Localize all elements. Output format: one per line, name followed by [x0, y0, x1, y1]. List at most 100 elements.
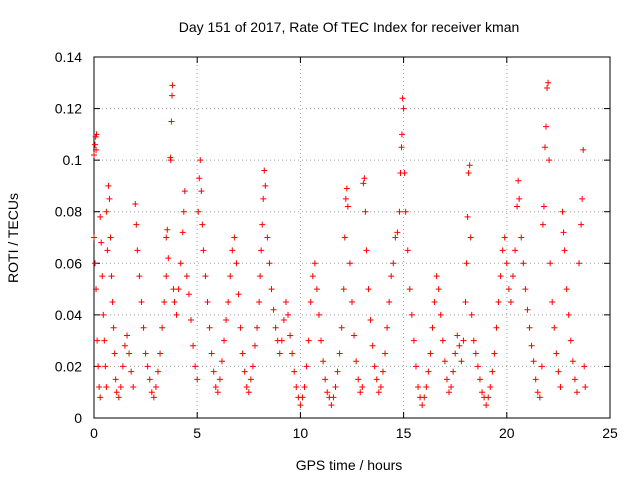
- data-point: [301, 384, 308, 391]
- data-point: [104, 247, 111, 254]
- data-point: [373, 376, 380, 383]
- data-point: [111, 350, 118, 357]
- data-point: [208, 350, 215, 357]
- data-point: [161, 298, 168, 305]
- data-point: [241, 368, 248, 375]
- data-point: [199, 221, 206, 228]
- data-point: [179, 229, 186, 236]
- data-point: [536, 394, 543, 401]
- data-point: [218, 358, 225, 365]
- data-point: [92, 260, 99, 267]
- data-point: [157, 350, 164, 357]
- data-point: [338, 324, 345, 331]
- data-point: [371, 363, 378, 370]
- data-point: [357, 389, 364, 396]
- data-point: [293, 384, 300, 391]
- data-point: [346, 260, 353, 267]
- data-point: [225, 298, 232, 305]
- data-point: [341, 234, 348, 241]
- data-point: [106, 195, 113, 202]
- data-point: [489, 368, 496, 375]
- data-point: [95, 363, 102, 370]
- y-tick-label: 0: [74, 410, 82, 426]
- data-point: [546, 157, 553, 164]
- data-point: [400, 105, 407, 112]
- data-point: [528, 342, 535, 349]
- data-point: [313, 286, 320, 293]
- x-tick-label: 25: [602, 425, 618, 441]
- data-point: [97, 394, 104, 401]
- data-point: [579, 195, 586, 202]
- data-point: [100, 311, 107, 318]
- data-point: [439, 337, 446, 344]
- data-point: [569, 358, 576, 365]
- data-point: [195, 208, 202, 215]
- data-point: [192, 363, 199, 370]
- data-point: [509, 273, 516, 280]
- data-point: [384, 324, 391, 331]
- data-point: [177, 260, 184, 267]
- data-point: [227, 273, 234, 280]
- data-point: [98, 239, 105, 246]
- data-point: [190, 342, 197, 349]
- data-point: [427, 350, 434, 357]
- data-point: [115, 394, 122, 401]
- data-point: [336, 350, 343, 357]
- data-point: [276, 350, 283, 357]
- data-point: [365, 286, 372, 293]
- data-point: [200, 247, 207, 254]
- data-point: [582, 384, 589, 391]
- data-point: [148, 389, 155, 396]
- data-point: [168, 118, 175, 125]
- data-point: [581, 363, 588, 370]
- data-point: [423, 384, 430, 391]
- data-point: [204, 298, 211, 305]
- data-point: [505, 286, 512, 293]
- data-point: [563, 286, 570, 293]
- data-point: [92, 133, 99, 140]
- data-point: [390, 260, 397, 267]
- x-tick-label: 0: [90, 425, 98, 441]
- data-point: [103, 384, 110, 391]
- data-point: [514, 203, 521, 210]
- data-point: [311, 260, 318, 267]
- data-point: [214, 389, 221, 396]
- x-tick-label: 20: [499, 425, 515, 441]
- data-point: [107, 234, 114, 241]
- data-point: [456, 342, 463, 349]
- data-point: [154, 368, 161, 375]
- data-point: [164, 226, 171, 233]
- data-point: [103, 208, 110, 215]
- data-point: [343, 185, 350, 192]
- data-point: [363, 247, 370, 254]
- data-point: [419, 402, 426, 409]
- data-point: [541, 144, 548, 151]
- data-point: [463, 260, 470, 267]
- data-point: [386, 298, 393, 305]
- data-point: [181, 188, 188, 195]
- data-point: [561, 247, 568, 254]
- data-point: [573, 389, 580, 396]
- data-point: [467, 234, 474, 241]
- data-point: [183, 273, 190, 280]
- data-point: [448, 384, 455, 391]
- data-point: [91, 234, 97, 241]
- data-point: [553, 350, 560, 357]
- chart-title: Day 151 of 2017, Rate Of TEC Index for r…: [179, 19, 520, 35]
- data-point: [150, 394, 157, 401]
- data-point: [140, 324, 147, 331]
- data-point: [412, 363, 419, 370]
- data-point: [196, 175, 203, 182]
- data-point: [133, 221, 140, 228]
- data-point: [415, 384, 422, 391]
- data-point: [362, 208, 369, 215]
- y-tick-label: 0.08: [55, 204, 82, 220]
- data-point: [206, 324, 213, 331]
- data-point: [188, 317, 195, 324]
- data-point: [394, 229, 401, 236]
- data-point: [93, 131, 100, 138]
- data-point: [270, 306, 277, 313]
- x-tick-label: 15: [396, 425, 412, 441]
